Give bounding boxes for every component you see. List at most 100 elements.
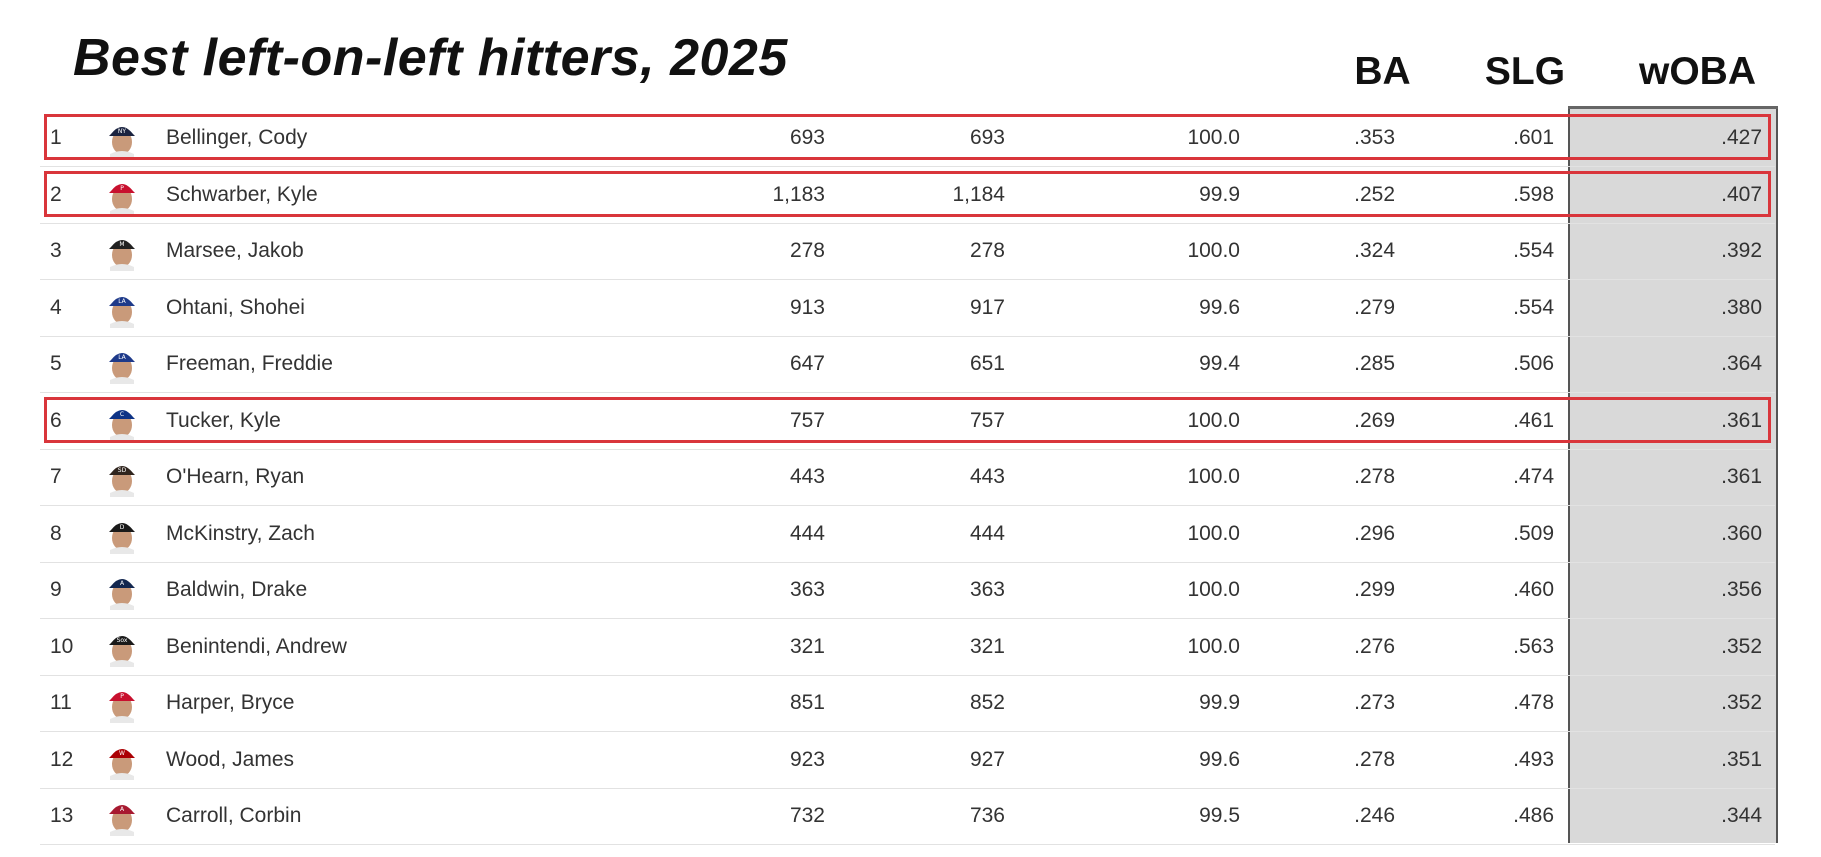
player-name: Wood, James xyxy=(166,747,294,771)
player-name: McKinstry, Zach xyxy=(166,521,315,545)
slg-cell: .554 xyxy=(1513,295,1554,319)
slg-cell: .598 xyxy=(1513,182,1554,206)
count-1-cell: 321 xyxy=(789,634,825,658)
woba-cell: .352 xyxy=(1721,634,1762,658)
percent-cell: 100.0 xyxy=(1187,408,1240,432)
count-1-cell: 851 xyxy=(789,691,825,714)
table-row: 9 Baldwin, Drake 363 363 100.0 .299 .460 .356 A xyxy=(40,562,1775,619)
ba-cell: .269 xyxy=(1354,408,1395,432)
count-1-cell: 732 xyxy=(789,804,825,827)
rank-cell: 3 xyxy=(50,239,62,262)
rank-cell: 12 xyxy=(50,747,74,771)
percent-cell: 100.0 xyxy=(1187,465,1240,488)
woba-cell: .356 xyxy=(1721,578,1762,601)
ba-cell: .246 xyxy=(1354,804,1395,827)
percent-cell: 100.0 xyxy=(1187,521,1240,545)
table-row: 4 Ohtani, Shohei 913 917 99.6 .279 .554 .380 LA xyxy=(40,280,1775,337)
svg-text:W: W xyxy=(119,750,125,757)
player-headshot-icon: A xyxy=(102,570,142,610)
woba-column-shading xyxy=(1568,106,1778,843)
table-row: 8 McKinstry, Zach 444 444 100.0 .296 .509 .360 D xyxy=(40,506,1775,563)
table-row: 5 Freeman, Freddie 647 651 99.4 .285 .506 .364 L… xyxy=(40,336,1775,393)
count-2-cell: 1,184 xyxy=(952,182,1005,206)
ba-cell: .279 xyxy=(1354,295,1395,319)
player-name: Bellinger, Cody xyxy=(166,126,308,149)
player-headshot-icon: W xyxy=(102,740,142,780)
rank-cell: 9 xyxy=(50,578,62,601)
ba-column-header: BA xyxy=(1354,50,1411,93)
table-row: 7 O'Hearn, Ryan 443 443 100.0 .278 .474 .361 SD xyxy=(40,449,1775,506)
ba-cell: .296 xyxy=(1354,521,1395,545)
percent-cell: 99.6 xyxy=(1199,295,1240,319)
count-1-cell: 693 xyxy=(789,126,825,149)
woba-cell: .344 xyxy=(1721,804,1762,827)
percent-cell: 100.0 xyxy=(1187,578,1240,601)
slg-cell: .601 xyxy=(1513,126,1554,149)
player-name: Ohtani, Shohei xyxy=(166,295,305,319)
player-headshot-icon: NY xyxy=(102,118,142,158)
table-row: 11 Harper, Bryce 851 852 99.9 .273 .478 .352 P xyxy=(40,675,1775,732)
percent-cell: 99.5 xyxy=(1199,804,1240,827)
percent-cell: 99.6 xyxy=(1199,747,1240,771)
player-headshot-icon: M xyxy=(102,231,142,271)
slg-cell: .563 xyxy=(1513,634,1554,658)
slg-cell: .474 xyxy=(1513,465,1554,488)
slg-cell: .478 xyxy=(1513,691,1554,714)
player-headshot-icon: P xyxy=(102,175,142,215)
percent-cell: 99.4 xyxy=(1199,352,1240,375)
player-name: Schwarber, Kyle xyxy=(166,182,318,206)
count-2-cell: 927 xyxy=(969,747,1005,771)
count-1-cell: 913 xyxy=(789,295,825,319)
svg-text:A: A xyxy=(120,806,125,813)
svg-text:C: C xyxy=(120,411,124,418)
woba-cell: .351 xyxy=(1721,747,1762,771)
slg-cell: .460 xyxy=(1513,578,1554,601)
player-headshot-icon: P xyxy=(102,683,142,723)
woba-cell: .407 xyxy=(1721,182,1762,206)
svg-text:SD: SD xyxy=(118,467,127,474)
player-name: Harper, Bryce xyxy=(166,691,295,714)
woba-cell: .380 xyxy=(1721,295,1762,319)
slg-cell: .509 xyxy=(1513,521,1554,545)
player-name: Carroll, Corbin xyxy=(166,804,302,827)
player-headshot-icon: LA xyxy=(102,288,142,328)
slg-cell: .486 xyxy=(1513,804,1554,827)
svg-text:P: P xyxy=(120,693,124,700)
svg-text:LA: LA xyxy=(118,298,126,305)
table-row: 1 Bellinger, Cody 693 693 100.0 .353 .601 .427 N… xyxy=(40,110,1775,167)
count-1-cell: 757 xyxy=(789,408,825,432)
count-1-cell: 443 xyxy=(789,465,825,488)
table-row: 6 Tucker, Kyle 757 757 100.0 .269 .461 .361 C xyxy=(40,393,1775,450)
table-row: 2 Schwarber, Kyle 1,183 1,184 99.9 .252 .598 .4… xyxy=(40,167,1775,224)
count-2-cell: 852 xyxy=(969,691,1005,714)
player-name: Benintendi, Andrew xyxy=(166,634,347,658)
count-2-cell: 693 xyxy=(969,126,1005,149)
ba-cell: .278 xyxy=(1354,465,1395,488)
rank-cell: 1 xyxy=(50,126,62,149)
rank-cell: 7 xyxy=(50,465,62,488)
woba-cell: .361 xyxy=(1721,465,1762,488)
woba-cell: .392 xyxy=(1721,239,1762,262)
slg-cell: .493 xyxy=(1513,747,1554,771)
rank-cell: 2 xyxy=(50,182,62,206)
player-name: Freeman, Freddie xyxy=(166,352,333,375)
player-headshot-icon: C xyxy=(102,401,142,441)
rank-cell: 10 xyxy=(50,634,74,658)
woba-cell: .427 xyxy=(1721,126,1762,149)
count-1-cell: 647 xyxy=(789,352,825,375)
woba-cell: .364 xyxy=(1721,352,1762,375)
rank-cell: 11 xyxy=(50,691,72,714)
count-1-cell: 444 xyxy=(789,521,825,545)
table-row: 3 Marsee, Jakob 278 278 100.0 .324 .554 .392 M xyxy=(40,223,1775,280)
svg-text:P: P xyxy=(120,185,124,192)
ba-cell: .299 xyxy=(1354,578,1395,601)
count-2-cell: 321 xyxy=(969,634,1005,658)
player-headshot-icon: Sox xyxy=(102,627,142,667)
svg-text:D: D xyxy=(120,524,125,531)
svg-text:A: A xyxy=(120,580,125,587)
svg-text:LA: LA xyxy=(118,354,126,361)
woba-column-top-rule xyxy=(1568,106,1778,109)
slg-cell: .461 xyxy=(1513,408,1554,432)
table-row: 13 Carroll, Corbin 732 736 99.5 .246 .486 .344 A xyxy=(40,788,1775,845)
woba-cell: .361 xyxy=(1721,408,1762,432)
